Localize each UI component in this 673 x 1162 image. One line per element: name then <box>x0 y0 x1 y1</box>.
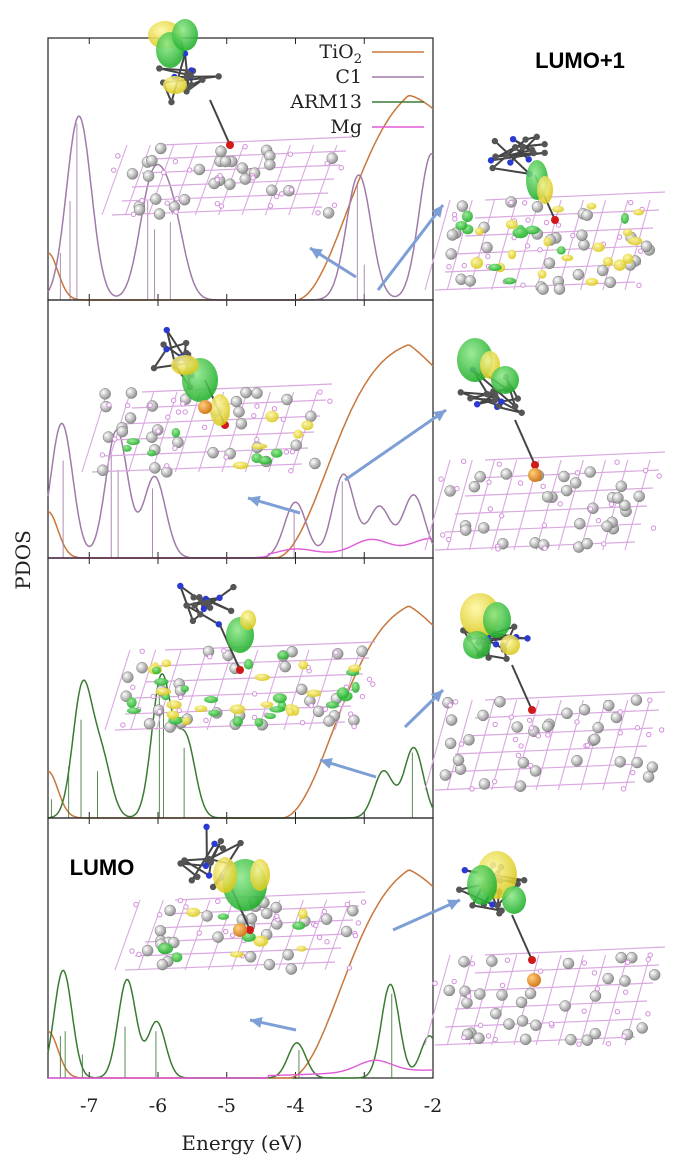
orbital-arrow <box>376 204 445 291</box>
dye-molecule-illustration <box>177 823 270 937</box>
tio2-slab-illustration <box>104 641 376 733</box>
tio2-slab-illustration <box>101 136 353 220</box>
x-tick-labels: -7 -6 -5 -4 -3 -2 <box>80 1095 442 1117</box>
legend-label-arm13: ARM13 <box>289 91 362 113</box>
dye-molecule-illustration <box>150 326 230 429</box>
dye-molecule-illustration <box>460 593 536 714</box>
tio2-slab-illustration <box>424 691 666 792</box>
y-axis-label: PDOS <box>11 530 35 590</box>
orbital-arrow <box>249 1016 297 1032</box>
panel-4 <box>47 817 434 1079</box>
tio2-slab-illustration <box>424 946 666 1047</box>
orbital-arrow <box>392 898 461 932</box>
series-mg-line <box>48 537 434 559</box>
orbital-arrow <box>319 757 377 779</box>
series-c1-line <box>47 422 434 559</box>
tio2-slab-illustration <box>424 191 666 295</box>
series-tio2-line <box>47 344 434 559</box>
series-mg-line <box>48 1059 433 1079</box>
orbital-arrow <box>247 495 301 515</box>
panel-3 <box>47 557 434 819</box>
orbital-label-1: LUMO+1 <box>535 48 625 73</box>
x-tick-label: -4 <box>286 1095 305 1117</box>
panel-frame <box>47 557 434 819</box>
x-tick-label: -2 <box>424 1095 443 1117</box>
x-axis-label: Energy (eV) <box>181 1131 302 1155</box>
x-tick-label: -6 <box>149 1095 168 1117</box>
tio2-slab-illustration <box>81 383 333 478</box>
tio2-slab-illustration <box>424 451 666 553</box>
dye-molecule-illustration <box>487 133 559 224</box>
orbital-arrow <box>403 688 445 729</box>
orbital-illustrations <box>81 19 666 1047</box>
x-tick-label: -3 <box>355 1095 374 1117</box>
legend-label-mg: Mg <box>330 116 362 138</box>
dye-molecule-illustration <box>456 851 541 987</box>
legend-label-c1: C1 <box>335 66 362 88</box>
dye-molecule-illustration <box>177 582 256 674</box>
orbital-arrow <box>309 246 357 279</box>
series-tio2-line <box>47 94 434 301</box>
orbital-label-4: LUMO <box>70 855 135 880</box>
dye-molecule-illustration <box>148 19 234 149</box>
legend-label-tio2: TiO2 <box>319 41 362 67</box>
x-tick-label: -5 <box>217 1095 236 1117</box>
orbital-arrow <box>344 408 447 482</box>
dye-molecule-illustration <box>457 338 542 482</box>
series-arm13-line <box>47 969 434 1079</box>
x-tick-label: -7 <box>80 1095 99 1117</box>
series-arm13-line <box>47 673 434 819</box>
orbital-labels: LUMO+1 LUMO <box>70 48 625 880</box>
